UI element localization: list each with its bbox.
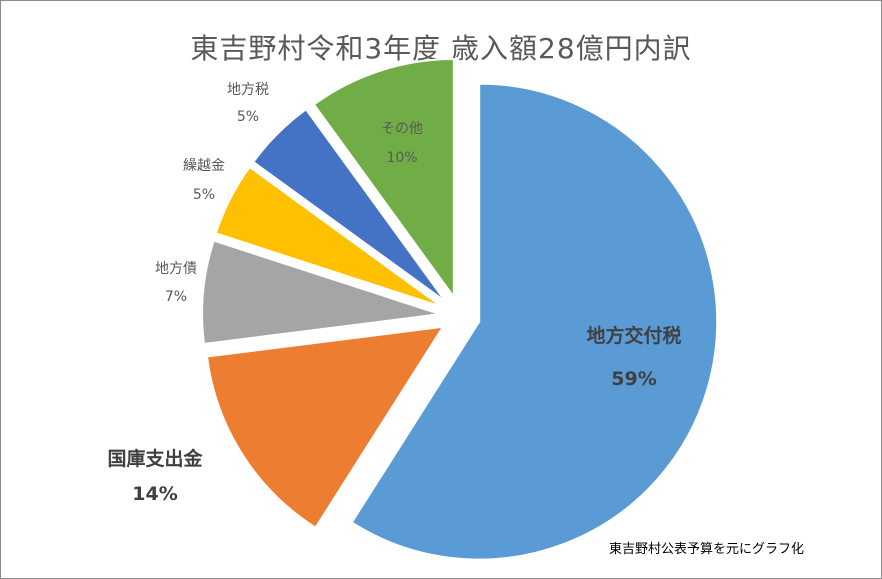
pie-slice-5	[251, 107, 447, 303]
pie-slice-1	[350, 82, 719, 561]
pie-slice-4	[214, 165, 443, 308]
slice-percent-label: 14%	[132, 483, 177, 505]
slice-category-label: 地方債	[155, 261, 197, 277]
slice-percent-label: 5%	[193, 187, 215, 203]
pie-slice-3	[201, 239, 441, 346]
slice-category-label: 国庫支出金	[107, 447, 203, 470]
slice-category-label: 地方交付税	[586, 324, 681, 347]
pie-slice-6	[312, 57, 455, 301]
slice-category-label: 繰越金	[183, 158, 225, 174]
slice-percent-label: 59%	[611, 368, 656, 390]
slice-category-label: その他	[381, 121, 423, 137]
slice-percent-label: 10%	[386, 150, 417, 166]
slice-category-label: 地方税	[227, 82, 269, 98]
source-note: 東吉野村公表予算を元にグラフ化	[608, 542, 804, 557]
slice-percent-label: 5%	[237, 109, 259, 125]
pie-slice-2	[205, 325, 446, 530]
slice-percent-label: 7%	[165, 289, 187, 305]
